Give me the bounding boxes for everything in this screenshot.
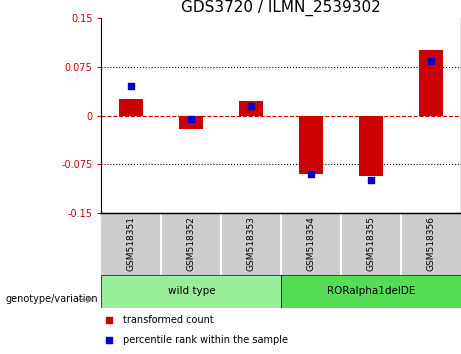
Point — [248, 103, 255, 109]
Bar — [101, 274, 281, 308]
Text: GSM518351: GSM518351 — [127, 216, 136, 272]
Point — [427, 58, 435, 64]
Text: GSM518356: GSM518356 — [426, 216, 436, 272]
Text: GSM518355: GSM518355 — [366, 216, 376, 272]
Title: GDS3720 / ILMN_2539302: GDS3720 / ILMN_2539302 — [181, 0, 381, 16]
Text: transformed count: transformed count — [123, 315, 214, 325]
Point — [367, 177, 375, 183]
Text: GSM518352: GSM518352 — [187, 216, 196, 271]
Text: percentile rank within the sample: percentile rank within the sample — [123, 335, 288, 345]
Bar — [419, 50, 443, 115]
Bar — [281, 274, 461, 308]
Text: RORalpha1delDE: RORalpha1delDE — [327, 286, 415, 296]
Text: genotype/variation: genotype/variation — [5, 295, 98, 304]
Point — [105, 337, 112, 343]
Text: GSM518353: GSM518353 — [247, 216, 256, 272]
Point — [105, 317, 112, 322]
Point — [128, 83, 135, 89]
Text: wild type: wild type — [167, 286, 215, 296]
Bar — [179, 115, 203, 129]
Bar — [119, 99, 143, 115]
Text: GSM518354: GSM518354 — [307, 216, 316, 271]
Bar — [359, 115, 383, 176]
Bar — [299, 115, 323, 174]
Point — [188, 116, 195, 122]
Bar — [239, 101, 263, 115]
Point — [307, 171, 315, 177]
